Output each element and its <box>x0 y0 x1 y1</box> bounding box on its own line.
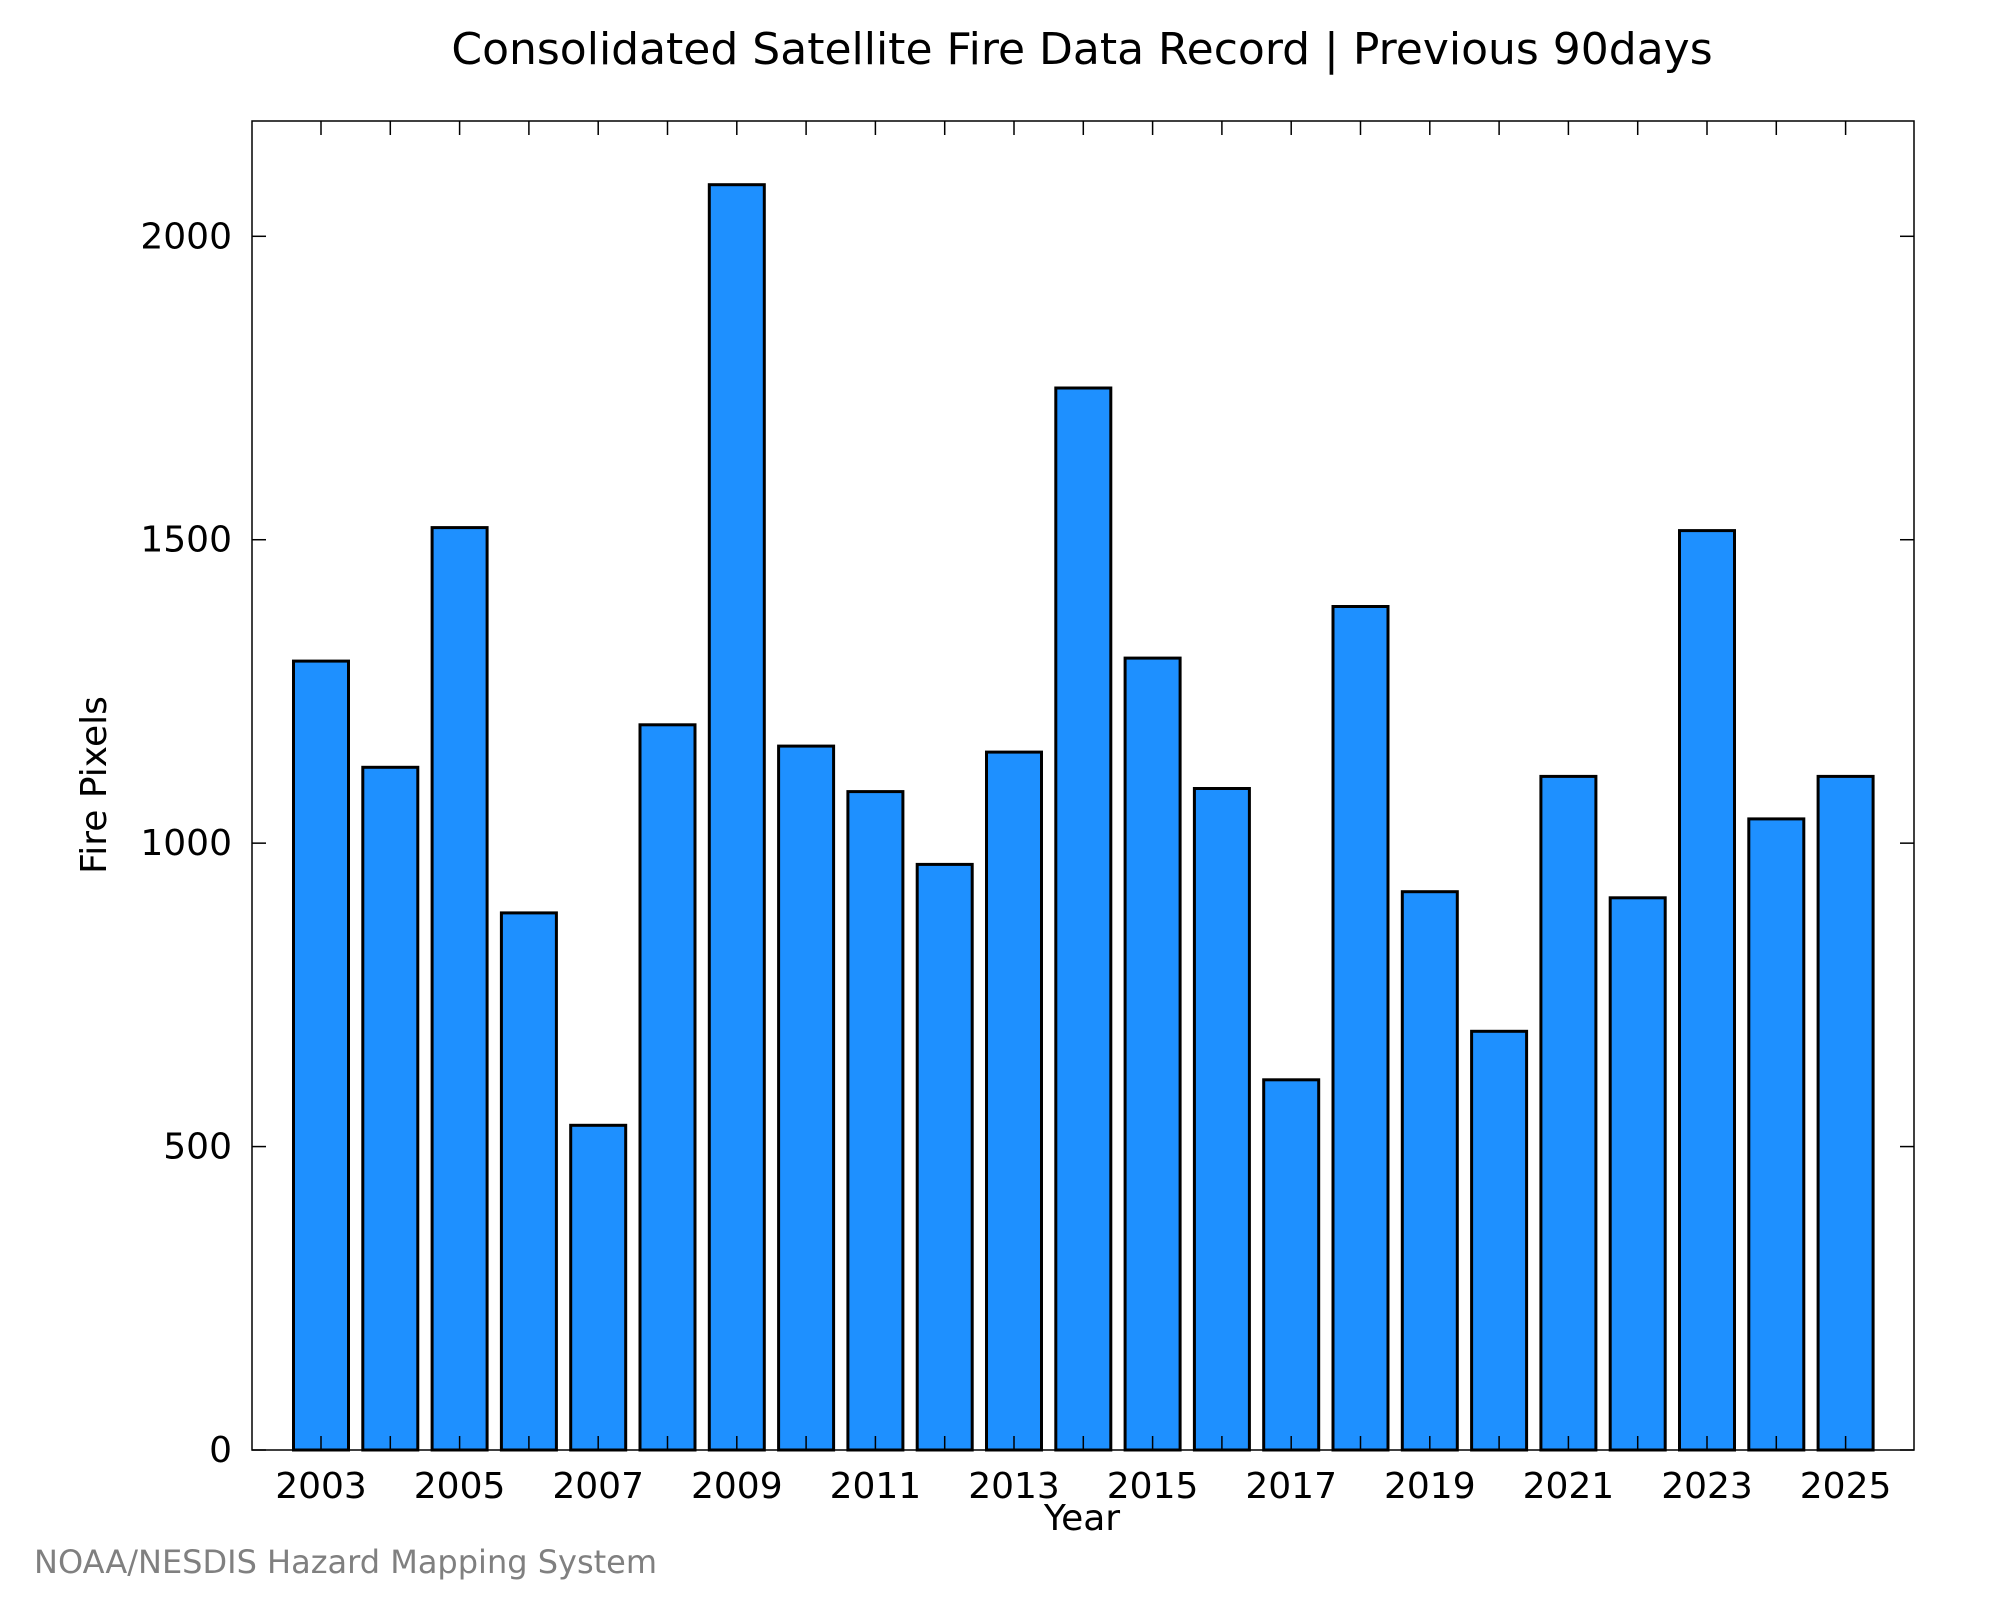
x-tick-label-2021: 2021 <box>1523 1466 1615 1507</box>
bar-2014 <box>1054 386 1113 1452</box>
x-tick-label-2015: 2015 <box>1107 1466 1199 1507</box>
x-tick-label-2011: 2011 <box>830 1466 922 1507</box>
x-tick-label-2025: 2025 <box>1800 1466 1892 1507</box>
x-axis-tick-labels: 2003 2005 2007 2009 2011 2013 2015 2017 2019 2021… <box>275 1466 1891 1507</box>
x-tick-label-2005: 2005 <box>414 1466 506 1507</box>
y-tick-label-0: 0 <box>209 1430 232 1471</box>
bar-2009 <box>707 183 766 1452</box>
bar-2019 <box>1400 890 1459 1452</box>
bar-2022 <box>1608 896 1667 1452</box>
bars-group <box>292 183 1875 1452</box>
x-tick-label-2009: 2009 <box>691 1466 783 1507</box>
bar-2012 <box>915 862 974 1452</box>
y-tick-label-1500: 1500 <box>140 520 232 561</box>
bar-2010 <box>777 744 836 1452</box>
y-axis-tick-labels: 0 500 1000 1500 2000 <box>140 216 232 1471</box>
bar-2006 <box>499 911 558 1452</box>
x-tick-label-2007: 2007 <box>552 1466 644 1507</box>
bar-2025 <box>1816 774 1875 1452</box>
bar-2020 <box>1470 1029 1529 1452</box>
bar-2021 <box>1539 774 1598 1452</box>
y-tick-label-2000: 2000 <box>140 216 232 257</box>
y-axis-label: Fire Pixels <box>74 696 115 874</box>
bar-2015 <box>1123 656 1182 1452</box>
y-tick-label-500: 500 <box>163 1127 232 1168</box>
credit-text: NOAA/NESDIS Hazard Mapping System <box>34 1543 657 1581</box>
bar-2018 <box>1331 605 1390 1452</box>
bar-2003 <box>292 659 350 1452</box>
x-tick-label-2017: 2017 <box>1245 1466 1337 1507</box>
x-tick-label-2023: 2023 <box>1661 1466 1753 1507</box>
bar-2011 <box>846 790 905 1452</box>
bar-2007 <box>569 1123 628 1452</box>
x-axis-label: Year <box>1043 1498 1120 1539</box>
bar-2005 <box>430 526 489 1452</box>
bar-2004 <box>361 765 420 1452</box>
x-tick-label-2013: 2013 <box>968 1466 1060 1507</box>
bar-2008 <box>638 723 697 1452</box>
x-tick-label-2003: 2003 <box>275 1466 367 1507</box>
bar-2017 <box>1262 1078 1321 1452</box>
bar-2016 <box>1192 787 1251 1452</box>
bar-2024 <box>1747 817 1806 1452</box>
chart-title: Consolidated Satellite Fire Data Record … <box>451 24 1712 75</box>
axis-ticks <box>252 121 1914 1451</box>
x-tick-label-2019: 2019 <box>1384 1466 1476 1507</box>
y-tick-label-1000: 1000 <box>140 823 232 864</box>
bar-2013 <box>985 750 1043 1452</box>
bar-2023 <box>1678 529 1736 1452</box>
